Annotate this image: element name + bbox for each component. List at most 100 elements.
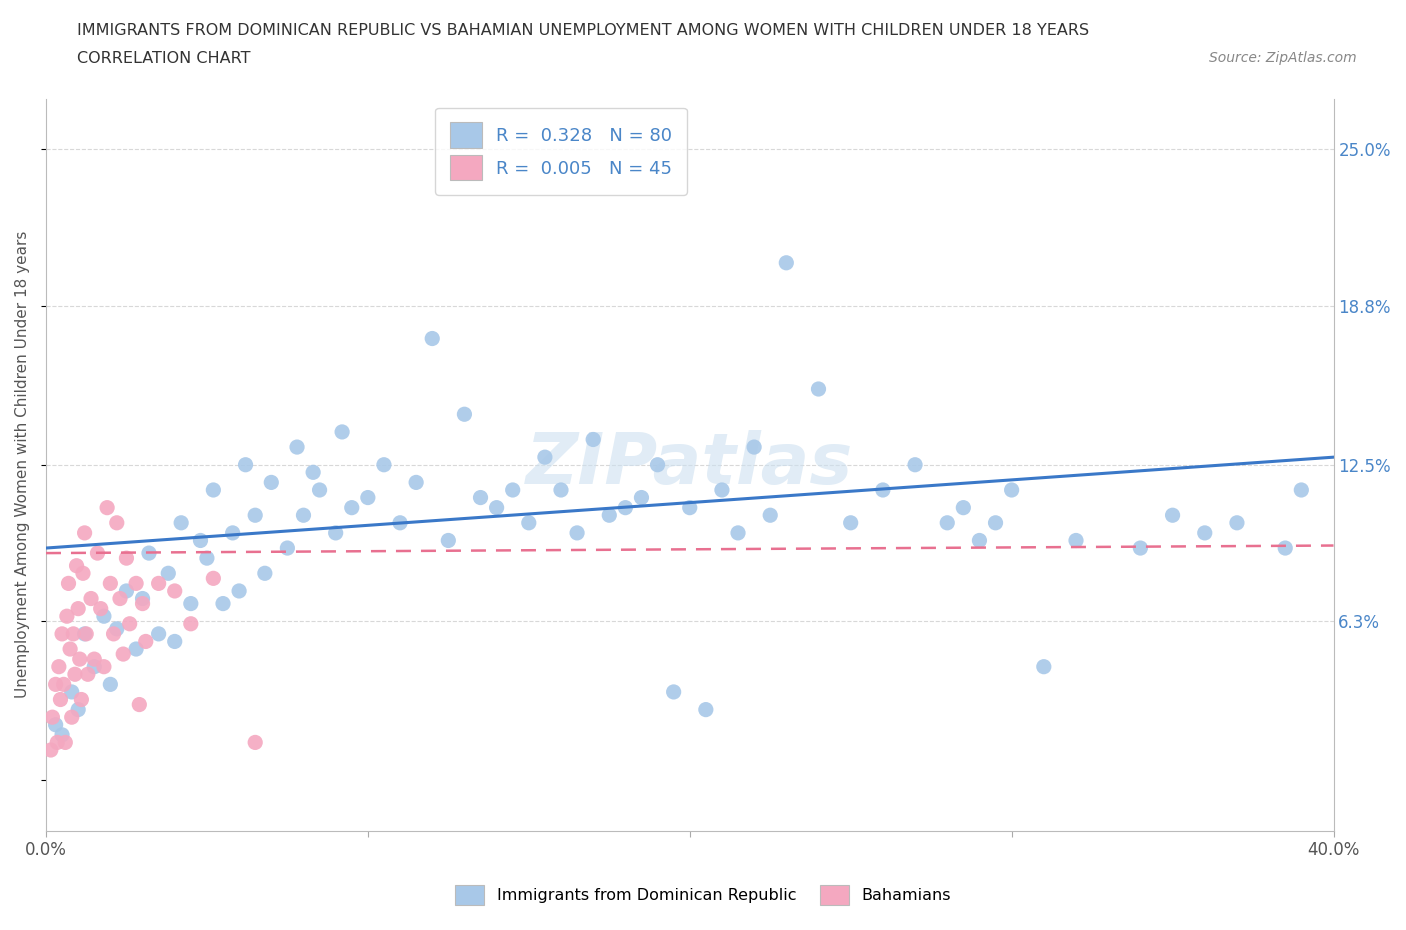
Point [969, 533, 991, 548]
Point [228, 583, 250, 598]
Point [70, 692, 93, 707]
Point [39, 742, 62, 757]
Point [51, 627, 73, 642]
Point [775, 256, 797, 271]
Point [67, 702, 90, 717]
Point [73, 627, 96, 642]
Point [148, 627, 170, 642]
Point [46, 735, 69, 750]
Text: CORRELATION CHART: CORRELATION CHART [77, 51, 250, 66]
Point [96, 500, 118, 515]
Point [45, 677, 67, 692]
Point [330, 424, 353, 439]
Point [115, 583, 138, 598]
Legend: Immigrants from Dominican Republic, Bahamians: Immigrants from Dominican Republic, Baha… [447, 877, 959, 912]
Point [1001, 483, 1024, 498]
Point [405, 475, 427, 490]
Point [221, 525, 243, 540]
Point [1161, 508, 1184, 523]
Point [60, 710, 83, 724]
Point [662, 684, 685, 699]
Point [308, 483, 330, 498]
Point [59, 642, 82, 657]
Point [235, 458, 257, 472]
Point [73, 525, 96, 540]
Point [131, 591, 153, 606]
Point [285, 440, 308, 455]
Point [108, 591, 131, 606]
Point [163, 583, 186, 598]
Point [62, 627, 84, 642]
Point [125, 576, 148, 591]
Point [80, 591, 103, 606]
Point [373, 458, 395, 472]
Point [389, 515, 412, 530]
Point [105, 515, 128, 530]
Point [138, 546, 160, 561]
Point [695, 702, 717, 717]
Point [839, 515, 862, 530]
Point [302, 465, 325, 480]
Point [98, 576, 121, 591]
Point [260, 475, 283, 490]
Point [647, 458, 669, 472]
Point [807, 381, 830, 396]
Point [936, 515, 959, 530]
Point [163, 634, 186, 649]
Point [65, 558, 87, 573]
Point [727, 525, 749, 540]
Point [679, 500, 702, 515]
Y-axis label: Unemployment Among Women with Children Under 18 years: Unemployment Among Women with Children U… [15, 231, 30, 698]
Point [83, 652, 105, 667]
Point [67, 601, 90, 616]
Point [56, 609, 79, 624]
Point [52, 677, 75, 692]
Point [53, 735, 76, 750]
Point [742, 440, 765, 455]
Point [93, 609, 115, 624]
Point [128, 698, 150, 712]
Point [180, 617, 202, 631]
Point [190, 533, 212, 548]
Point [517, 515, 540, 530]
Point [63, 667, 86, 682]
Point [502, 483, 524, 498]
Point [245, 508, 267, 523]
Point [86, 546, 108, 561]
Point [148, 576, 170, 591]
Point [1226, 515, 1249, 530]
Point [1129, 540, 1152, 555]
Point [453, 406, 475, 421]
Point [76, 667, 98, 682]
Point [98, 677, 121, 692]
Point [60, 684, 83, 699]
Point [1291, 483, 1313, 498]
Point [614, 500, 637, 515]
Point [292, 508, 315, 523]
Point [212, 596, 235, 611]
Point [135, 634, 157, 649]
Text: ZIPatlas: ZIPatlas [526, 431, 853, 499]
Point [710, 483, 733, 498]
Point [872, 483, 894, 498]
Point [630, 490, 652, 505]
Legend: R =  0.328   N = 80, R =  0.005   N = 45: R = 0.328 N = 80, R = 0.005 N = 45 [434, 108, 688, 195]
Point [170, 515, 193, 530]
Point [93, 659, 115, 674]
Point [125, 642, 148, 657]
Point [118, 617, 141, 631]
Point [759, 508, 782, 523]
Point [470, 490, 492, 505]
Point [325, 525, 347, 540]
Point [420, 331, 443, 346]
Point [90, 601, 112, 616]
Point [131, 596, 153, 611]
Point [58, 576, 80, 591]
Point [598, 508, 620, 523]
Point [550, 483, 572, 498]
Point [437, 533, 460, 548]
Point [41, 710, 63, 724]
Point [51, 727, 73, 742]
Point [245, 735, 267, 750]
Point [582, 432, 605, 447]
